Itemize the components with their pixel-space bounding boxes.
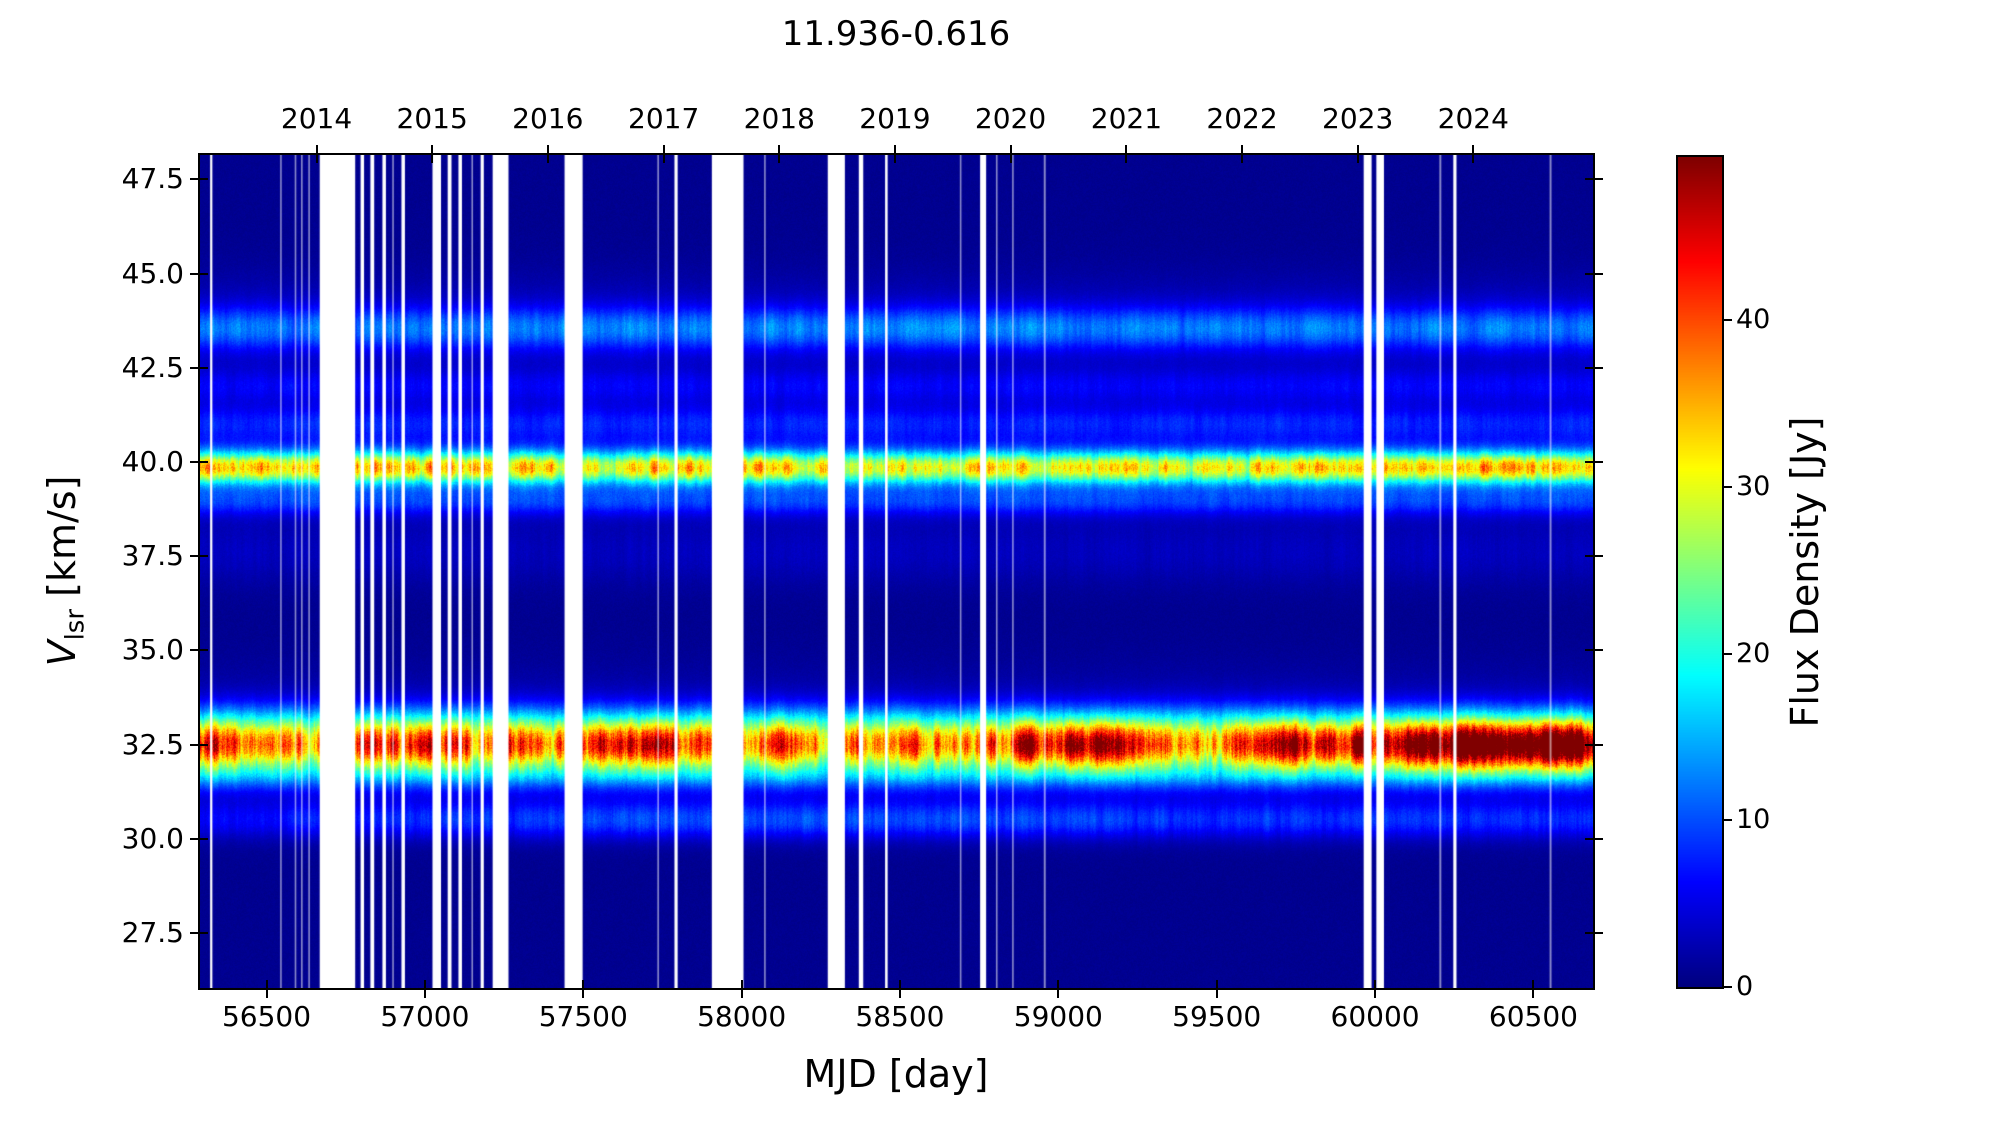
x-axis-tick (1215, 980, 1218, 998)
x-axis-tick (1057, 980, 1060, 998)
y-axis-tick-label: 47.5 (121, 162, 184, 196)
y-axis-tick-label: 27.5 (121, 915, 184, 949)
year-axis-tick (893, 145, 896, 163)
y-axis-variable: V (40, 640, 84, 667)
y-axis-tick-left (190, 461, 208, 464)
x-axis-tick-label: 58500 (855, 1000, 945, 1033)
x-axis-tick (1374, 980, 1377, 998)
colorbar-tick-label: 40 (1736, 304, 1771, 336)
colorbar-tick-label: 30 (1736, 471, 1771, 502)
x-axis-tick (740, 980, 743, 998)
year-axis-tick-label: 2017 (628, 102, 700, 135)
y-axis-tick-right (1585, 743, 1603, 746)
x-axis-tick-label: 59000 (1013, 1000, 1103, 1033)
y-axis-tick-left (190, 837, 208, 840)
year-axis-tick-label: 2016 (512, 102, 584, 135)
y-axis-tick-left (190, 555, 208, 558)
x-axis-tick-label: 60500 (1488, 1000, 1578, 1033)
colorbar-label: Flux Density [Jy] (1783, 416, 1827, 728)
x-axis-label: MJD [day] (803, 1052, 989, 1096)
heatmap-canvas (200, 155, 1593, 988)
year-axis-tick (778, 145, 781, 163)
y-axis-tick-right (1585, 366, 1603, 369)
colorbar-tick (1722, 652, 1732, 655)
y-axis-tick-right (1585, 555, 1603, 558)
colorbar-tick-label: 10 (1736, 804, 1771, 836)
heatmap-plot-area (198, 153, 1595, 990)
y-axis-tick-label: 40.0 (121, 445, 184, 479)
x-axis-tick-label: 56500 (221, 1000, 312, 1033)
y-axis-tick-label: 30.0 (121, 821, 184, 855)
y-axis-tick-right (1585, 837, 1603, 840)
y-axis-tick-right (1585, 649, 1603, 652)
colorbar-tick (1722, 319, 1732, 322)
year-axis-tick-label: 2019 (859, 102, 931, 135)
x-axis-tick-label: 57000 (380, 1000, 470, 1033)
y-axis-tick-label: 35.0 (121, 633, 184, 667)
year-axis-tick-label: 2022 (1206, 102, 1278, 135)
x-axis-tick (582, 980, 585, 998)
colorbar-tick-label: 20 (1736, 637, 1771, 669)
y-axis-tick-label: 37.5 (121, 539, 184, 573)
x-axis-tick-label: 58000 (697, 1000, 787, 1033)
year-axis-tick (1356, 145, 1359, 163)
y-axis-tick-left (190, 272, 208, 275)
x-axis-tick (265, 980, 268, 998)
year-axis-tick (315, 145, 318, 163)
year-axis-tick-label: 2023 (1322, 102, 1394, 135)
x-axis-tick (1532, 980, 1535, 998)
x-axis-tick (423, 980, 426, 998)
y-axis-tick-right (1585, 931, 1603, 934)
y-axis-unit: [km/s] (40, 475, 84, 609)
colorbar-tick (1722, 486, 1732, 488)
colorbar-canvas (1678, 157, 1722, 987)
year-axis-tick (1009, 145, 1012, 163)
y-axis-tick-left (190, 743, 208, 746)
y-axis-tick-right (1585, 178, 1603, 181)
year-axis-tick (546, 145, 549, 163)
year-axis-tick (1241, 145, 1244, 163)
y-axis-tick-label: 32.5 (121, 727, 184, 761)
year-axis-tick-label: 2014 (280, 102, 353, 135)
year-axis-tick (662, 145, 665, 163)
y-axis-tick-left (190, 178, 208, 181)
year-axis-tick-label: 2015 (396, 102, 468, 135)
y-axis-tick-left (190, 931, 208, 934)
y-axis-subscript: lsr (60, 608, 91, 641)
colorbar-tick (1722, 986, 1732, 988)
plot-title: 11.936-0.616 (781, 14, 1011, 54)
y-axis-tick-right (1585, 272, 1603, 275)
y-axis-tick-left (190, 649, 208, 652)
y-axis-tick-label: 45.0 (121, 256, 184, 290)
x-axis-tick-label: 60000 (1330, 1000, 1420, 1033)
y-axis-label: Vlsr [km/s] (38, 321, 91, 821)
colorbar (1676, 155, 1724, 989)
year-axis-tick-label: 2020 (974, 102, 1047, 135)
y-axis-tick-right (1585, 461, 1603, 464)
x-axis-tick-label: 59500 (1172, 1000, 1262, 1033)
colorbar-tick-label: 0 (1736, 971, 1754, 1002)
x-axis-tick-label: 57500 (538, 1000, 628, 1033)
y-axis-tick-left (190, 366, 208, 369)
y-axis-tick-label: 42.5 (121, 350, 184, 384)
year-axis-tick-label: 2018 (743, 102, 815, 135)
colorbar-tick (1722, 819, 1732, 822)
year-axis-tick (1472, 145, 1475, 163)
x-axis-tick (898, 980, 901, 998)
year-axis-tick (431, 145, 434, 163)
year-axis-tick-label: 2024 (1437, 102, 1509, 135)
year-axis-tick (1125, 145, 1128, 163)
year-axis-tick-label: 2021 (1090, 102, 1163, 135)
